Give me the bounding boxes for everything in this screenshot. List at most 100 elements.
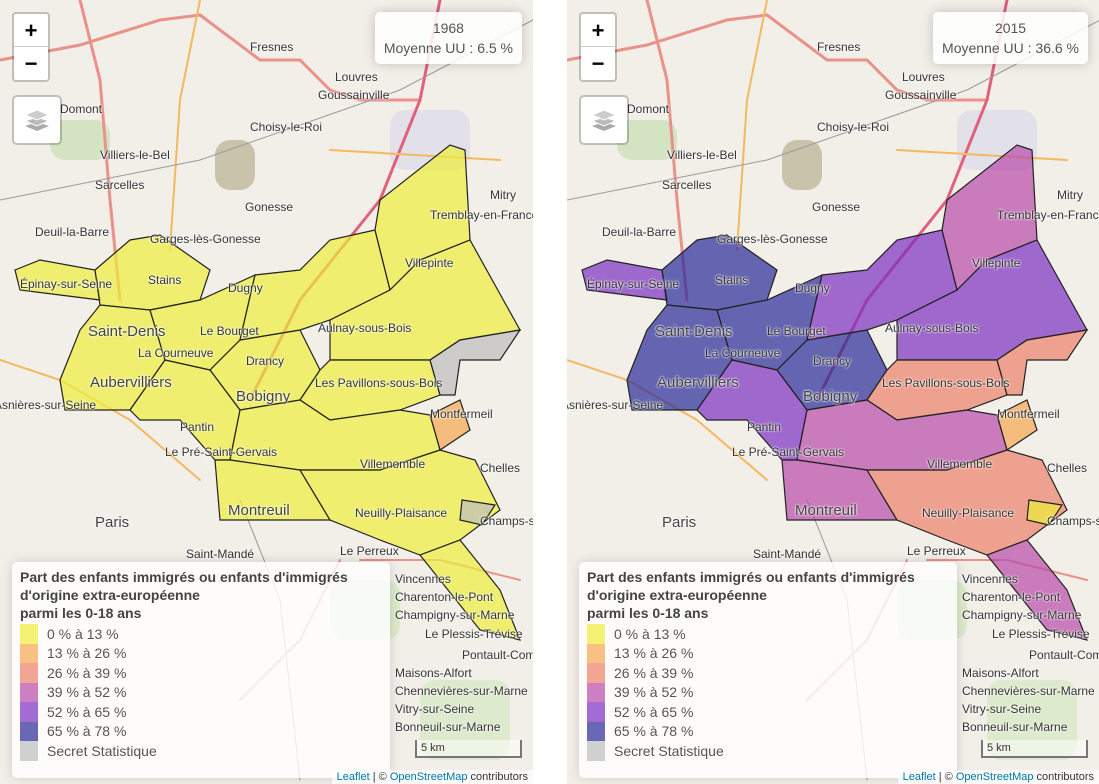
- legend-swatch: [587, 702, 605, 722]
- place-label: Villepinte: [972, 256, 1021, 270]
- osm-link[interactable]: OpenStreetMap: [955, 771, 1034, 783]
- place-label: Stains: [715, 273, 749, 287]
- place-label: Louvres: [335, 70, 378, 84]
- place-label: Villepinte: [405, 256, 454, 270]
- place-label: Domont: [627, 102, 670, 116]
- leaflet-link[interactable]: Leaflet: [902, 771, 936, 783]
- layers-button[interactable]: [579, 95, 629, 145]
- scale-bar: 5 km: [981, 740, 1088, 758]
- place-label: Maisons-Alfort: [395, 666, 472, 680]
- place-label: Drancy: [246, 354, 285, 368]
- place-label: Saint-Mandé: [186, 547, 255, 561]
- zoom-control: + −: [12, 12, 50, 82]
- legend-item: Secret Statistique: [587, 741, 949, 761]
- place-label: Le Pré-Saint-Gervais: [165, 445, 278, 459]
- commune-region[interactable]: [866, 359, 1008, 421]
- legend-item: 65 % à 78 %: [587, 721, 949, 741]
- place-label: Vitry-sur-Seine: [395, 702, 475, 716]
- legend-swatch: [587, 741, 605, 761]
- place-label: Pantin: [747, 420, 782, 434]
- layers-button[interactable]: [12, 95, 62, 145]
- place-label: Villemomble: [927, 457, 993, 471]
- place-label: Villiers-le-Bel: [100, 148, 170, 162]
- place-label: Les Pavillons-sous-Bois: [315, 376, 443, 390]
- place-label: Deuil-la-Barre: [602, 225, 677, 239]
- legend-item: 39 % à 52 %: [20, 682, 382, 702]
- legend-label: 26 % à 39 %: [47, 664, 127, 681]
- legend-label: 39 % à 52 %: [614, 684, 694, 701]
- place-label: Neuilly-Plaisance: [922, 506, 1015, 520]
- year-label: 1968: [432, 20, 464, 36]
- place-label: Le Bourget: [200, 324, 259, 338]
- place-label: Domont: [60, 102, 103, 116]
- place-label: Deuil-la-Barre: [35, 225, 110, 239]
- zoom-in-button[interactable]: +: [14, 14, 48, 47]
- commune-region[interactable]: [299, 359, 441, 421]
- place-label: Sarcelles: [662, 178, 712, 192]
- place-label: Le Bourget: [767, 324, 826, 338]
- info-box: 1968 Moyenne UU : 6.5 %: [374, 12, 522, 64]
- commune-region[interactable]: [996, 329, 1089, 396]
- map-2015[interactable]: Domont Goussainville Louvres Villiers-le-Be…: [567, 0, 1099, 784]
- legend-label: 26 % à 39 %: [614, 664, 694, 681]
- place-label: Chennevières-sur-Marne: [962, 684, 1095, 698]
- map-1968[interactable]: Domont Goussainville Louvres Villiers-le-Be…: [0, 0, 533, 784]
- place-label: Saint-Denis: [655, 323, 733, 340]
- legend-swatch: [587, 663, 605, 683]
- legend-item: Secret Statistique: [20, 741, 382, 761]
- road: [567, 13, 989, 102]
- zoom-in-button[interactable]: +: [581, 14, 615, 47]
- place-label: Le Perreux: [907, 544, 966, 558]
- legend-label: 52 % à 65 %: [47, 703, 127, 720]
- legend-swatch: [587, 682, 605, 702]
- legend-item: 52 % à 65 %: [20, 702, 382, 722]
- place-label: Chennevières-sur-Marne: [395, 684, 528, 698]
- commune-region[interactable]: [986, 539, 1088, 641]
- zoom-out-button[interactable]: −: [591, 51, 605, 76]
- place-label: Montreuil: [795, 502, 857, 519]
- commune-region[interactable]: [459, 499, 497, 526]
- place-label: Drancy: [813, 354, 852, 368]
- osm-link[interactable]: OpenStreetMap: [389, 771, 468, 783]
- place-label: Mitry: [1057, 188, 1083, 202]
- place-label: Bonneuil-sur-Marne: [962, 720, 1068, 734]
- legend-label: 65 % à 78 %: [47, 723, 127, 740]
- map-tiles: [0, 0, 533, 781]
- place-label: Chelles: [480, 461, 521, 475]
- place-label: Charenton-le-Pont: [395, 590, 494, 604]
- place-label: Montreuil: [228, 502, 290, 519]
- legend-label: 0 % à 13 %: [614, 625, 686, 642]
- year-label: 2015: [994, 20, 1027, 36]
- legend-label: 13 % à 26 %: [47, 645, 127, 662]
- legend-item: 39 % à 52 %: [587, 682, 949, 702]
- legend-swatch: [587, 643, 605, 663]
- legend-label: 0 % à 13 %: [47, 625, 119, 642]
- place-label: Bobigny: [803, 388, 858, 405]
- commune-region[interactable]: [419, 539, 521, 641]
- legend-item: 0 % à 13 %: [587, 624, 949, 644]
- commune-region[interactable]: [429, 329, 522, 396]
- legend-label: 52 % à 65 %: [614, 703, 694, 720]
- attribution: Leaflet | © OpenStreetMap contributors: [897, 770, 1099, 784]
- legend-swatch: [20, 663, 38, 683]
- place-label: Dugny: [228, 281, 263, 295]
- place-label: Goussainville: [885, 88, 957, 102]
- average-label: Moyenne UU : 36.6 %: [942, 40, 1079, 56]
- place-label: Mitry: [490, 188, 516, 202]
- place-label: Les Pavillons-sous-Bois: [882, 376, 1010, 390]
- zoom-out-button[interactable]: −: [24, 51, 38, 76]
- place-label: Vincennes: [962, 572, 1018, 586]
- place-label: Le Plessis-Trévise: [992, 627, 1090, 641]
- place-label: Asnières-sur-Seine: [0, 398, 97, 412]
- choropleth-layer: [581, 144, 1089, 641]
- commune-region[interactable]: [1026, 499, 1064, 526]
- place-label: Montfermeil: [997, 407, 1060, 421]
- place-label: Aubervilliers: [657, 374, 739, 391]
- legend-item: 65 % à 78 %: [20, 721, 382, 741]
- legend-title: Part des enfants immigrés ou enfants d'i…: [20, 569, 348, 621]
- place-label: Épinay-sur-Seine: [587, 277, 680, 291]
- place-label: Stains: [148, 273, 182, 287]
- leaflet-link[interactable]: Leaflet: [336, 771, 370, 783]
- place-label: Bonneuil-sur-Marne: [395, 720, 501, 734]
- legend-label: 65 % à 78 %: [614, 723, 694, 740]
